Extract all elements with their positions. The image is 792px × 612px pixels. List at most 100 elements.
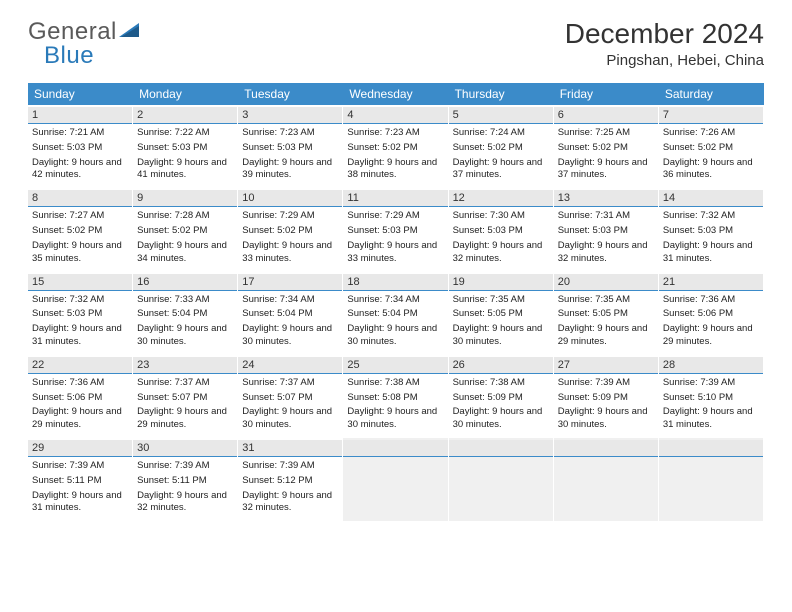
page-title: December 2024	[565, 18, 764, 50]
day-cell: 25Sunrise: 7:38 AMSunset: 5:08 PMDayligh…	[343, 355, 448, 438]
day-cell: 21Sunrise: 7:36 AMSunset: 5:06 PMDayligh…	[659, 272, 764, 355]
day-cell: 3Sunrise: 7:23 AMSunset: 5:03 PMDaylight…	[238, 105, 343, 188]
daylight-text: Daylight: 9 hours and 36 minutes.	[663, 156, 759, 184]
day-cell: 2Sunrise: 7:22 AMSunset: 5:03 PMDaylight…	[133, 105, 238, 188]
daylight-text: Daylight: 9 hours and 32 minutes.	[558, 239, 654, 267]
week-row: 8 Sunrise: 7:27 AM Sunset: 5:02 PM Daylight…	[28, 188, 764, 271]
date-number: 25	[343, 357, 447, 374]
sunset-text: Sunset: 5:03 PM	[32, 307, 128, 322]
day-cell: 23Sunrise: 7:37 AMSunset: 5:07 PMDayligh…	[133, 355, 238, 438]
sunset-text: Sunset: 5:09 PM	[558, 391, 654, 406]
daylight-text: Daylight: 9 hours and 32 minutes.	[137, 489, 233, 517]
sunrise-text: Sunrise: 7:25 AM	[558, 126, 654, 141]
sunset-text: Sunset: 5:02 PM	[347, 141, 443, 156]
sunset-text: Sunset: 5:06 PM	[663, 307, 759, 322]
location-subtitle: Pingshan, Hebei, China	[565, 52, 764, 69]
date-number: 19	[449, 274, 553, 291]
sunrise-text: Sunrise: 7:35 AM	[558, 293, 654, 308]
daylight-text: Daylight: 9 hours and 30 minutes.	[242, 322, 338, 350]
sunset-text: Sunset: 5:11 PM	[32, 474, 128, 489]
sunrise-text: Sunrise: 7:32 AM	[32, 293, 128, 308]
sunrise-text: Sunrise: 7:34 AM	[347, 293, 443, 308]
sunrise-text: Sunrise: 7:37 AM	[242, 376, 338, 391]
title-block: December 2024 Pingshan, Hebei, China	[565, 18, 764, 69]
weekday-header: Sunday	[28, 83, 133, 105]
day-cell: 12Sunrise: 7:30 AMSunset: 5:03 PMDayligh…	[449, 188, 554, 271]
empty-cell	[554, 438, 659, 521]
sunrise-text: Sunrise: 7:23 AM	[347, 126, 443, 141]
sunset-text: Sunset: 5:03 PM	[347, 224, 443, 239]
sunset-text: Sunset: 5:02 PM	[137, 224, 233, 239]
date-number: 20	[554, 274, 658, 291]
daylight-text: Daylight: 9 hours and 31 minutes.	[663, 239, 759, 267]
daylight-text: Daylight: 9 hours and 37 minutes.	[453, 156, 549, 184]
daylight-text: Daylight: 9 hours and 31 minutes.	[32, 489, 128, 517]
sunrise-text: Sunrise: 7:38 AM	[453, 376, 549, 391]
daylight-text: Daylight: 9 hours and 29 minutes.	[32, 405, 128, 433]
empty-date-number	[343, 440, 447, 457]
sunset-text: Sunset: 5:10 PM	[663, 391, 759, 406]
sunrise-text: Sunrise: 7:39 AM	[32, 459, 128, 474]
sunset-text: Sunset: 5:03 PM	[32, 141, 128, 156]
sunset-text: Sunset: 5:02 PM	[242, 224, 338, 239]
empty-cell	[343, 438, 448, 521]
empty-date-number	[449, 440, 553, 457]
date-number: 11	[343, 190, 447, 207]
sunset-text: Sunset: 5:05 PM	[558, 307, 654, 322]
day-cell: 30Sunrise: 7:39 AMSunset: 5:11 PMDayligh…	[133, 438, 238, 521]
sunset-text: Sunset: 5:02 PM	[453, 141, 549, 156]
daylight-text: Daylight: 9 hours and 32 minutes.	[453, 239, 549, 267]
daylight-text: Daylight: 9 hours and 29 minutes.	[558, 322, 654, 350]
sunset-text: Sunset: 5:12 PM	[242, 474, 338, 489]
sunrise-text: Sunrise: 7:26 AM	[663, 126, 759, 141]
sunrise-text: Sunrise: 7:21 AM	[32, 126, 128, 141]
sunrise-text: Sunrise: 7:39 AM	[558, 376, 654, 391]
sunset-text: Sunset: 5:02 PM	[558, 141, 654, 156]
calendar: SundayMondayTuesdayWednesdayThursdayFrid…	[0, 83, 792, 521]
sunrise-text: Sunrise: 7:27 AM	[32, 209, 128, 224]
daylight-text: Daylight: 9 hours and 29 minutes.	[663, 322, 759, 350]
date-number: 29	[28, 440, 132, 457]
date-number: 28	[659, 357, 763, 374]
sunset-text: Sunset: 5:11 PM	[137, 474, 233, 489]
day-cell: 11Sunrise: 7:29 AMSunset: 5:03 PMDayligh…	[343, 188, 448, 271]
daylight-text: Daylight: 9 hours and 37 minutes.	[558, 156, 654, 184]
week-row: 29Sunrise: 7:39 AMSunset: 5:11 PMDayligh…	[28, 438, 764, 521]
sunrise-text: Sunrise: 7:36 AM	[32, 376, 128, 391]
weekday-header: Saturday	[659, 83, 764, 105]
date-number: 2	[133, 107, 237, 124]
date-number: 13	[554, 190, 658, 207]
sunset-text: Sunset: 5:04 PM	[242, 307, 338, 322]
weekday-header: Tuesday	[238, 83, 343, 105]
weekday-header: Thursday	[449, 83, 554, 105]
sunset-text: Sunset: 5:04 PM	[137, 307, 233, 322]
date-number: 9	[133, 190, 237, 207]
date-number: 14	[659, 190, 763, 207]
day-cell: 31Sunrise: 7:39 AMSunset: 5:12 PMDayligh…	[238, 438, 343, 521]
sunset-text: Sunset: 5:06 PM	[32, 391, 128, 406]
day-cell: 9Sunrise: 7:28 AMSunset: 5:02 PMDaylight…	[133, 188, 238, 271]
date-number: 16	[133, 274, 237, 291]
day-cell: 13 Sunrise: 7:31 AMSunset: 5:03 PMDayligh…	[554, 188, 659, 271]
sunrise-text: Sunrise: 7:28 AM	[137, 209, 233, 224]
sunrise-text: Sunrise: 7:23 AM	[242, 126, 338, 141]
date-number: 26	[449, 357, 553, 374]
sunrise-text: Sunrise: 7:31 AM	[558, 209, 654, 224]
header: General Blue December 2024 Pingshan, Heb…	[0, 0, 792, 77]
sunrise-text: Sunrise: 7:39 AM	[242, 459, 338, 474]
date-number: 5	[449, 107, 553, 124]
day-cell: 10Sunrise: 7:29 AMSunset: 5:02 PMDayligh…	[238, 188, 343, 271]
day-cell: 1Sunrise: 7:21 AMSunset: 5:03 PMDaylight…	[28, 105, 133, 188]
sunset-text: Sunset: 5:05 PM	[453, 307, 549, 322]
date-number: 30	[133, 440, 237, 457]
sunset-text: Sunset: 5:03 PM	[558, 224, 654, 239]
sunrise-text: Sunrise: 7:29 AM	[347, 209, 443, 224]
sunset-text: Sunset: 5:08 PM	[347, 391, 443, 406]
date-number: 8	[28, 190, 132, 207]
week-row: 22Sunrise: 7:36 AMSunset: 5:06 PMDayligh…	[28, 355, 764, 438]
empty-cell	[659, 438, 764, 521]
day-cell: 8Sunrise: 7:27 AMSunset: 5:02 PMDaylight…	[28, 188, 133, 271]
daylight-text: Daylight: 9 hours and 41 minutes.	[137, 156, 233, 184]
sunrise-text: Sunrise: 7:30 AM	[453, 209, 549, 224]
sunrise-text: Sunrise: 7:35 AM	[453, 293, 549, 308]
